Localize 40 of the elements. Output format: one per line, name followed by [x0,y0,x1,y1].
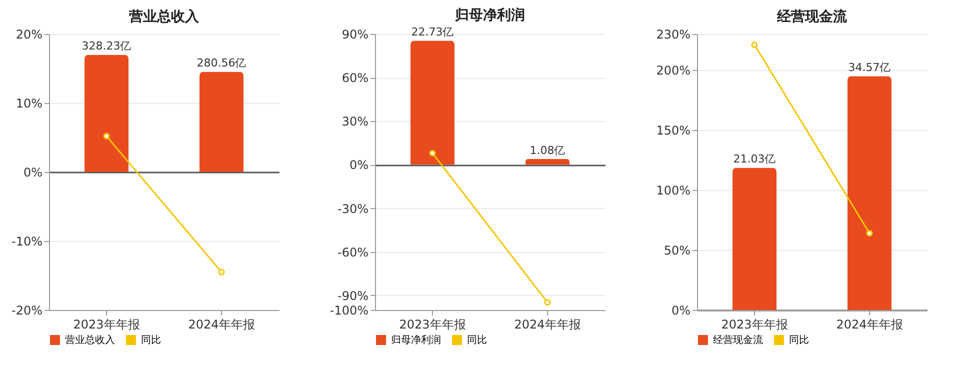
data-label: 328.23亿 [82,40,132,53]
y-tick-label: 60% [342,71,368,86]
y-tick-label: 10% [16,96,42,110]
y-tick-label: -20% [11,304,42,318]
data-label: 21.03亿 [733,152,776,166]
x-tick-label: 2023年年报 [73,318,140,332]
data-label: 280.56亿 [196,56,246,70]
y-tick-label: 200% [656,64,690,78]
legend-label: 归母净利润 [391,334,441,346]
y-tick-label: 20% [16,28,42,42]
y-tick-label: 100% [656,184,690,198]
y-tick-label: 30% [342,114,368,129]
y-tick-label: -100% [330,304,368,318]
y-tick-label: -30% [337,202,368,216]
data-label: 34.57亿 [848,61,891,74]
x-tick-label: 2023年年报 [721,318,788,332]
x-tick-label: 2024年年报 [836,318,903,332]
y-tick-label: -60% [337,245,368,260]
y-tick-label: 90% [342,28,368,42]
y-tick-label: -90% [337,288,368,303]
y-tick-label: 0% [23,166,42,180]
data-label: 1.08亿 [530,144,566,157]
y-tick-label: -10% [11,234,42,248]
y-tick-label: 0% [349,158,368,172]
legend-label: 同比 [789,334,809,346]
legend-label: 同比 [141,334,161,346]
y-tick-label: 150% [656,124,690,138]
x-tick-label: 2024年年报 [188,318,255,332]
x-tick-label: 2024年年报 [514,318,581,332]
chart-title: 归母净利润 [454,6,525,24]
x-tick-label: 2023年年报 [399,318,466,332]
legend-label: 营业总收入 [65,334,115,346]
chart-title: 经营现金流 [776,8,848,25]
chart-title: 营业总收入 [128,9,200,25]
y-tick-label: 50% [664,244,690,258]
data-label: 22.73亿 [411,26,454,39]
legend-label: 同比 [467,334,487,346]
legend-label: 经营现金流 [713,334,763,346]
y-tick-label: 230% [656,28,690,42]
y-tick-label: 0% [671,304,690,318]
